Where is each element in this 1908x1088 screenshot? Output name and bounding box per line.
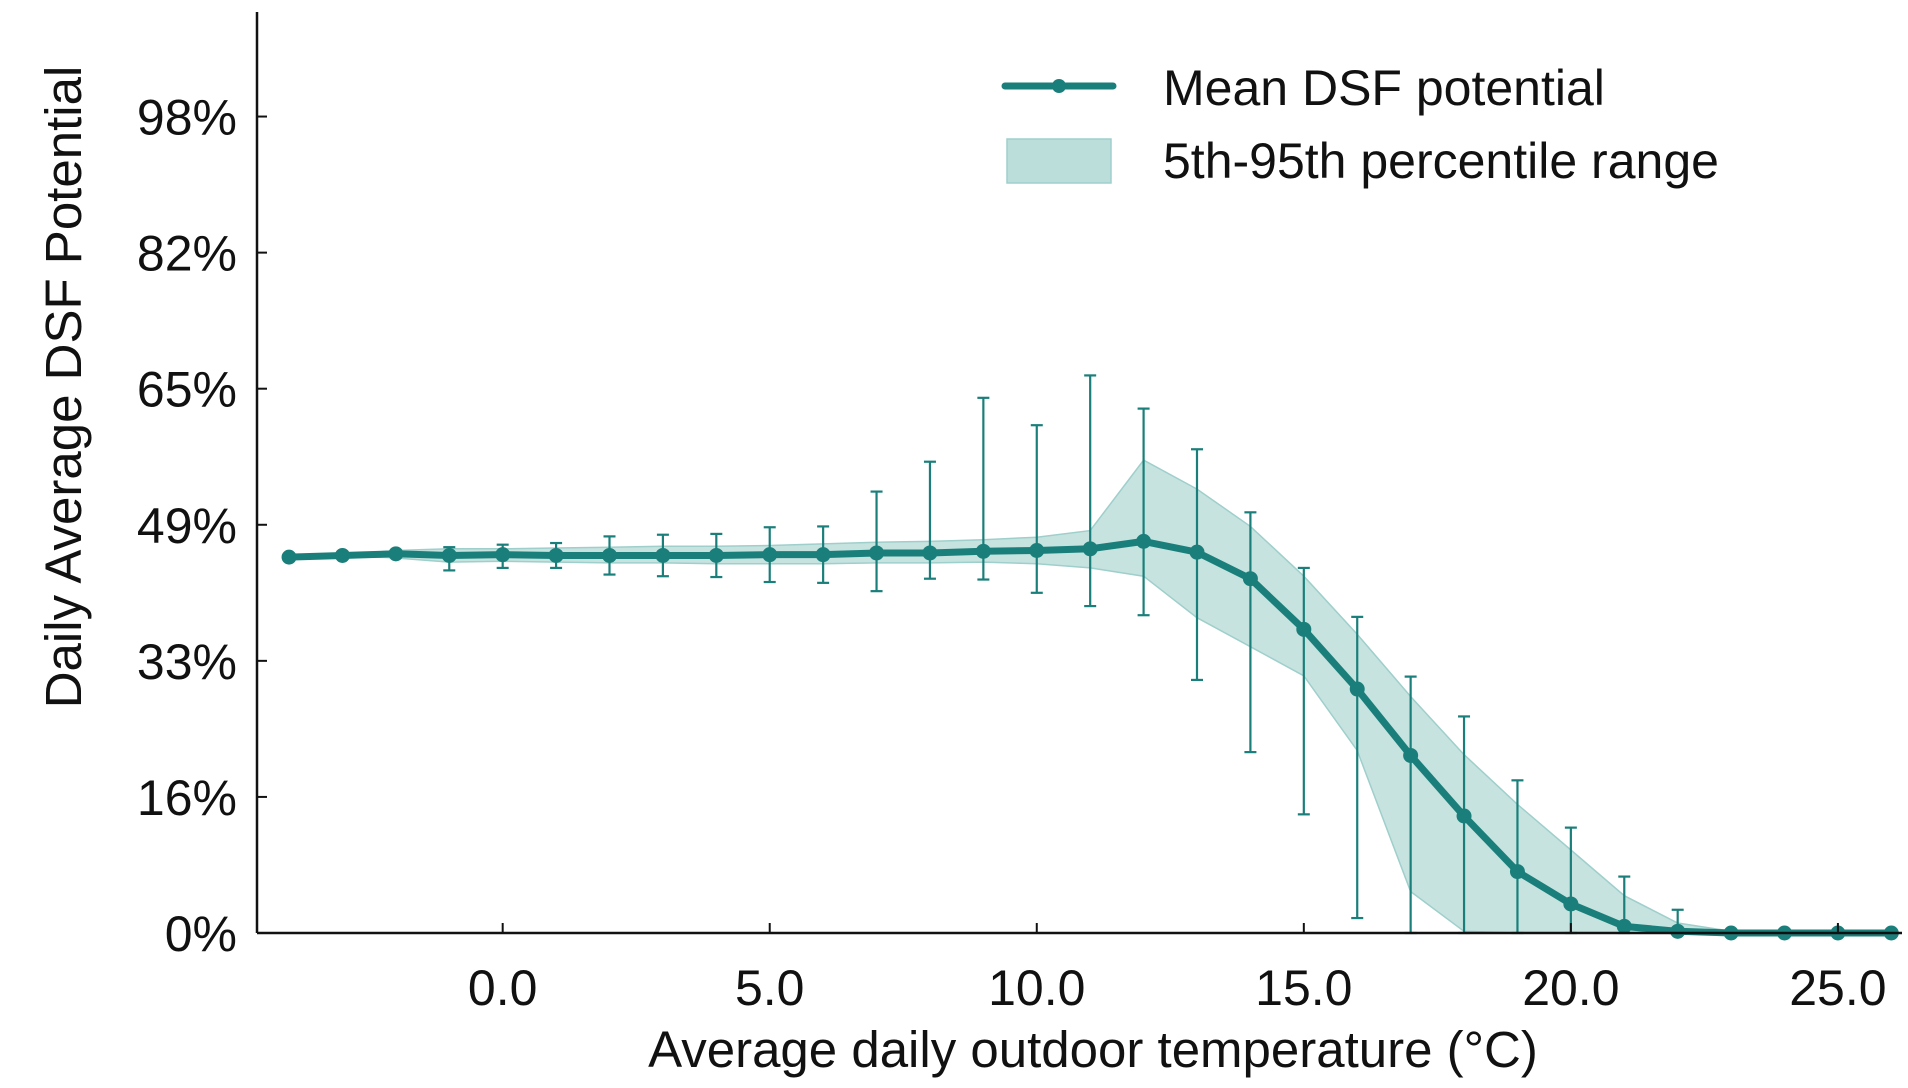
legend-band-swatch [1006,138,1112,184]
y-tick-label: 0% [165,906,237,962]
mean-point [441,547,457,563]
mean-point [1136,533,1152,549]
legend-mean-marker [1052,79,1066,93]
mean-point [708,547,724,563]
legend-band-label: 5th-95th percentile range [1163,133,1719,189]
x-tick-label: 0.0 [468,960,538,1016]
x-tick-label: 10.0 [988,960,1085,1016]
legend-entry-band: 5th-95th percentile range [1006,133,1719,189]
x-tick-label: 15.0 [1255,960,1352,1016]
mean-point [334,547,350,563]
error-bar [870,490,883,593]
x-axis-ticks: 0.0 5.0 10.0 15.0 20.0 25.0 [468,923,1887,1016]
x-axis-title: Average daily outdoor temperature (°C) [648,1021,1538,1078]
mean-point [495,547,511,563]
error-bar [1137,407,1150,617]
y-tick-label: 98% [137,90,237,146]
mean-point [975,543,991,559]
mean-point [1349,681,1365,697]
mean-point [869,545,885,561]
legend-entry-mean: Mean DSF potential [1001,60,1605,116]
mean-point [1456,808,1472,824]
legend: Mean DSF potential 5th-95th percentile r… [1001,60,1719,189]
mean-point [762,547,778,563]
error-bar [1244,511,1257,754]
mean-point [1616,918,1632,934]
y-tick-label: 16% [137,770,237,826]
error-bar [1351,615,1364,920]
axes: 0.0 5.0 10.0 15.0 20.0 25.0 0% 16% 33% 49% 65% 82%… [137,12,1902,1016]
mean-point [1189,544,1205,560]
y-tick-label: 49% [137,498,237,554]
mean-point [922,545,938,561]
error-bar [1030,424,1043,594]
mean-point [1563,896,1579,912]
mean-point [655,547,671,563]
mean-point [1029,542,1045,558]
mean-point [281,549,297,565]
mean-point [1296,621,1312,637]
legend-mean-label: Mean DSF potential [1163,60,1605,116]
y-axis-title: Daily Average DSF Potential [35,66,92,709]
error-bar [1084,374,1097,608]
mean-point [1509,864,1525,880]
y-tick-label: 82% [137,226,237,282]
x-tick-label: 20.0 [1522,960,1619,1016]
x-tick-label: 25.0 [1789,960,1886,1016]
y-tick-label: 65% [137,362,237,418]
error-bar [1297,566,1310,816]
mean-point [1242,571,1258,587]
mean-point [1403,747,1419,763]
mean-point [388,546,404,562]
mean-point [815,547,831,563]
mean-point [602,547,617,563]
error-bar [1191,448,1203,682]
y-axis-ticks: 0% 16% 33% 49% 65% 82% 98% [137,90,267,962]
mean-point [1082,541,1098,557]
x-tick-label: 5.0 [735,960,805,1016]
mean-point [548,547,564,563]
plot-area [281,374,1899,941]
y-tick-label: 33% [137,634,237,690]
mean-point [1670,923,1686,939]
